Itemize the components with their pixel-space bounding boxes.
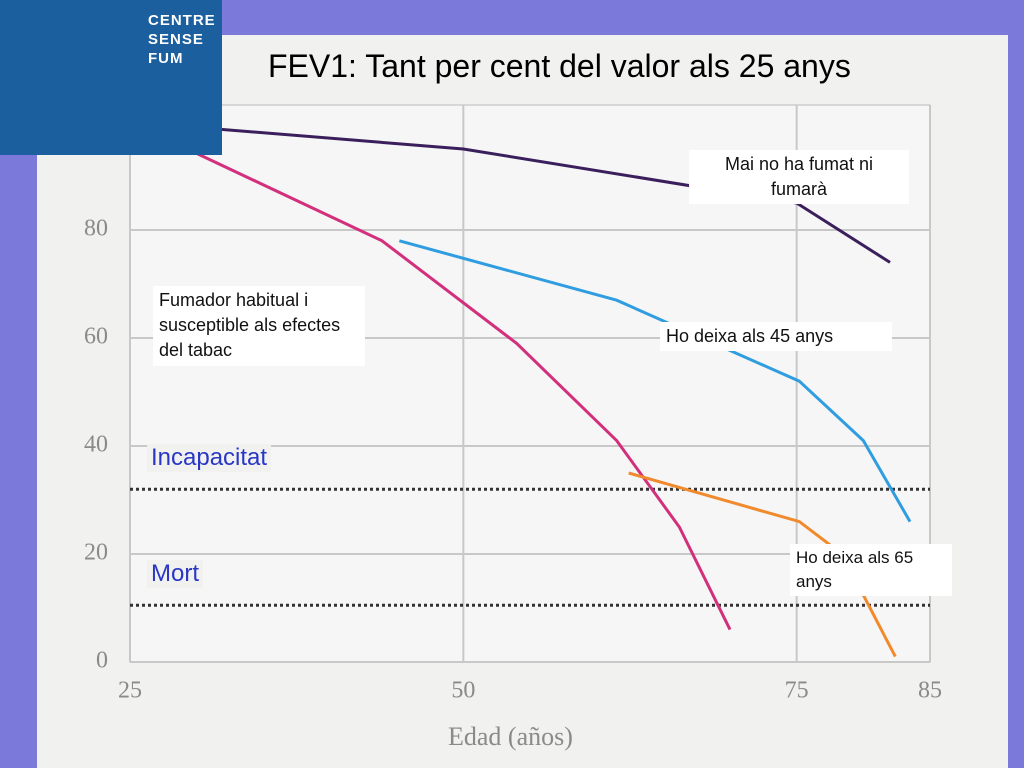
series-label: Ho deixa als 65 anys (790, 544, 952, 596)
x-tick-label: 85 (918, 678, 942, 704)
chart-title: FEV1: Tant per cent del valor als 25 any… (268, 48, 851, 84)
logo-text: SENSE (148, 31, 204, 48)
y-tick-label: 0 (96, 648, 108, 674)
reference-label: Mort (147, 560, 203, 589)
x-tick-label: 25 (118, 678, 142, 704)
x-axis-label: Edad (años) (448, 722, 573, 751)
y-tick-label: 40 (84, 432, 108, 458)
logo-text: CENTRE (148, 12, 216, 29)
series-label: Mai no ha fumat ni fumarà (689, 150, 909, 205)
y-tick-label: 80 (84, 216, 108, 242)
y-tick-label: 60 (84, 324, 108, 350)
reference-label: Incapacitat (147, 444, 272, 473)
series-label: Fumador habitual i susceptible als efect… (153, 286, 365, 366)
data-line (129, 120, 732, 631)
data-line (398, 239, 912, 523)
logo: CENTRE SENSE FUM (0, 0, 222, 155)
x-tick-label: 50 (451, 678, 475, 704)
data-line (129, 120, 891, 264)
series-label: Ho deixa als 45 anys (660, 322, 892, 352)
y-tick-label: 20 (84, 540, 108, 566)
logo-text: FUM (148, 50, 184, 67)
x-tick-label: 75 (785, 678, 809, 704)
data-line (628, 471, 897, 658)
